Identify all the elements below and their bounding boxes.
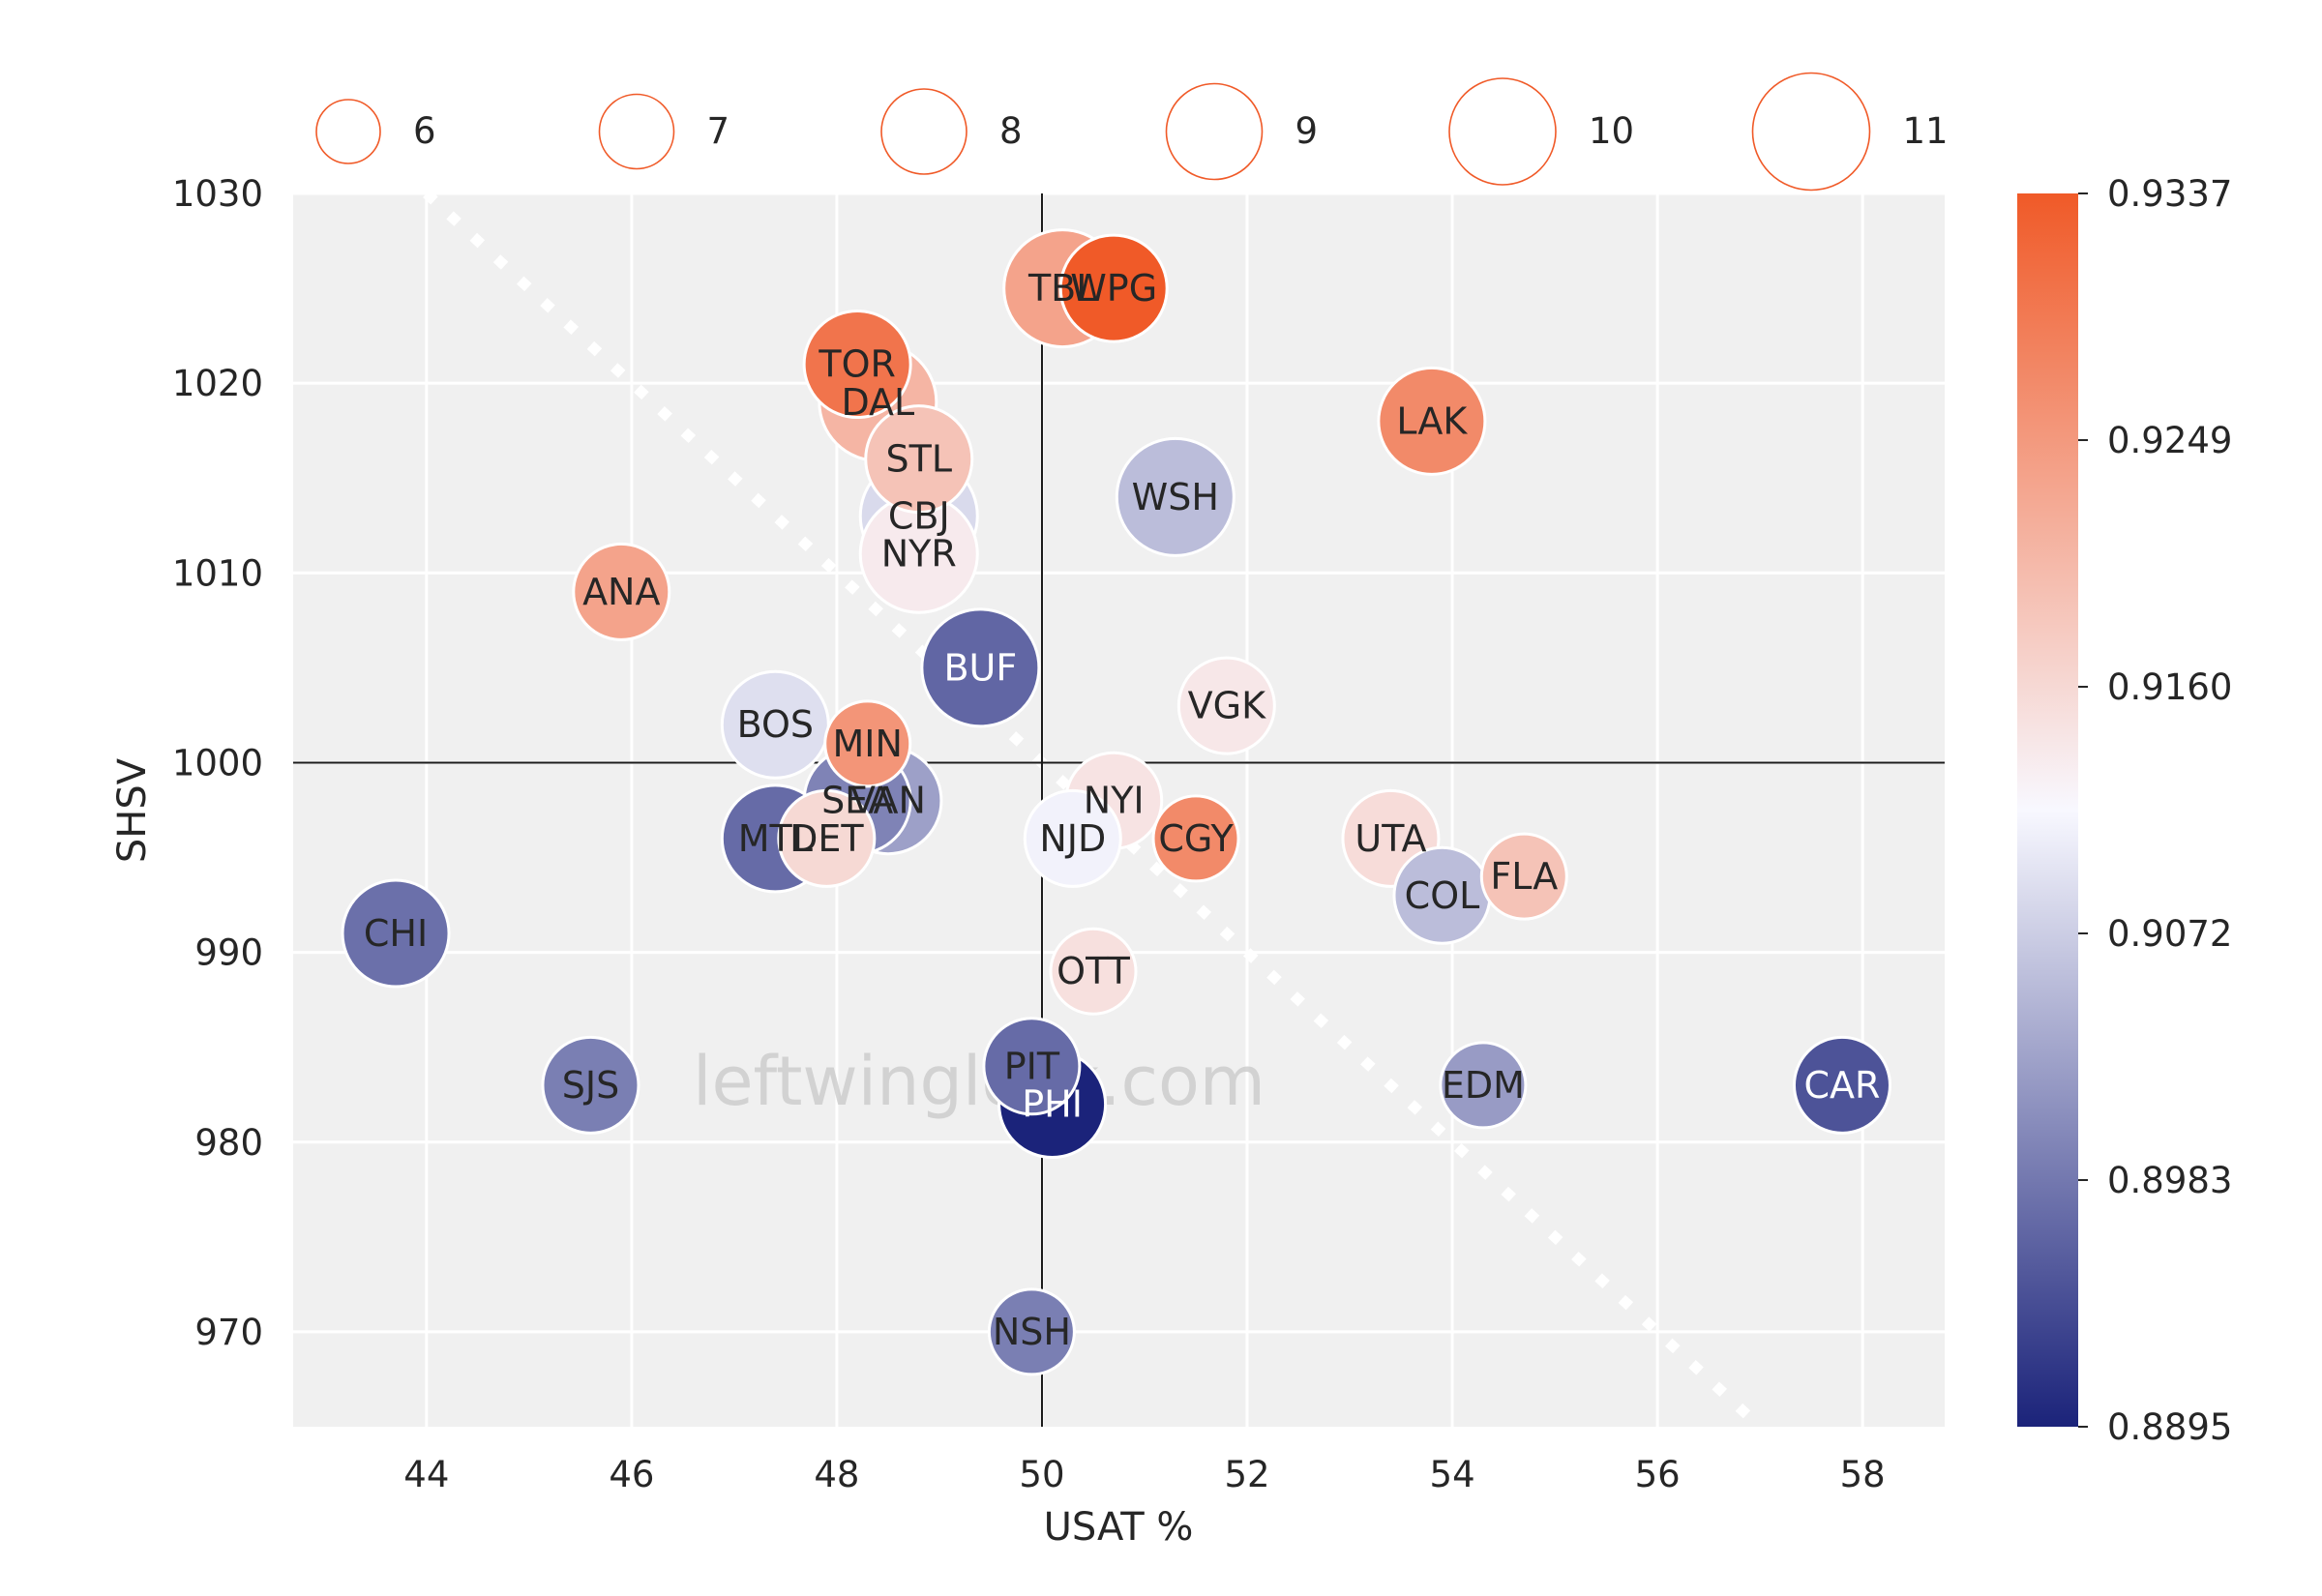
point-ott — [1049, 927, 1138, 1016]
size-legend-label: 9 — [1295, 110, 1319, 152]
label-bos: BOS — [737, 703, 814, 746]
x-tick-label: 50 — [1019, 1454, 1064, 1495]
label-cbj: CBJ — [888, 494, 950, 537]
point-nsh — [987, 1287, 1076, 1376]
y-tick-label: 1010 — [172, 552, 263, 594]
point-cgy — [1151, 794, 1240, 883]
y-axis-ticks: 970 980 990 1000 1010 1020 1030 — [172, 173, 263, 1353]
size-legend-marker — [1751, 72, 1871, 192]
x-tick-label: 44 — [403, 1454, 449, 1495]
size-legend-marker — [1165, 82, 1264, 181]
y-tick-label: 1030 — [172, 173, 263, 215]
x-tick-label: 46 — [609, 1454, 654, 1495]
label-njd: NJD — [1039, 817, 1106, 860]
y-tick-label: 1000 — [172, 742, 263, 783]
y-axis-title: SHSV — [110, 757, 155, 863]
watermark: leftwinglock.com — [693, 1042, 1265, 1121]
label-stl: STL — [885, 438, 952, 481]
label-tor: TOR — [818, 343, 896, 386]
point-ana — [572, 542, 671, 641]
point-stl — [864, 404, 974, 515]
x-tick-label: 56 — [1635, 1454, 1681, 1495]
size-legend-label: 6 — [413, 110, 436, 152]
x-axis-ticks: 44 46 48 50 52 54 56 58 — [403, 1454, 1885, 1495]
point-fla — [1479, 832, 1568, 921]
size-legend-marker — [1448, 77, 1557, 186]
label-edm: EDM — [1442, 1064, 1525, 1107]
colorbar-tick-label: 0.9249 — [2107, 420, 2232, 461]
colorbar-tick-label: 0.8983 — [2107, 1160, 2232, 1201]
data-points — [341, 228, 1891, 1376]
label-col: COL — [1405, 874, 1480, 917]
colorbar — [2017, 193, 2078, 1427]
label-mtl: MTL — [738, 817, 813, 860]
label-nsh: NSH — [993, 1311, 1071, 1353]
label-phi: PHI — [1022, 1083, 1083, 1126]
point-vgk — [1176, 656, 1276, 755]
size-legend-marker — [315, 99, 381, 164]
label-uta: UTA — [1354, 817, 1426, 860]
colorbar-ticks: 0.9337 0.9249 0.9160 0.9072 0.8983 0.8895 — [2078, 173, 2232, 1448]
point-edm — [1439, 1041, 1528, 1130]
colorbar-tick-label: 0.9072 — [2107, 913, 2232, 955]
size-legend-marker — [880, 88, 968, 175]
label-chi: CHI — [364, 912, 428, 955]
label-pit: PIT — [1004, 1045, 1060, 1087]
point-buf — [920, 607, 1041, 728]
point-chi — [341, 878, 451, 989]
colorbar-tick-label: 0.9160 — [2107, 666, 2232, 708]
x-tick-label: 48 — [814, 1454, 859, 1495]
label-nyr: NYR — [881, 533, 957, 576]
label-car: CAR — [1804, 1064, 1881, 1107]
label-fla: FLA — [1490, 855, 1558, 898]
label-lak: LAK — [1396, 399, 1468, 442]
label-sjs: SJS — [562, 1064, 619, 1107]
x-axis-title: USAT % — [1044, 1505, 1194, 1550]
point-car — [1792, 1035, 1891, 1135]
point-pit — [982, 1017, 1082, 1116]
point-tor — [802, 310, 912, 420]
label-tbl: TBL — [1027, 267, 1096, 310]
label-wpg: WPG — [1070, 267, 1157, 310]
label-buf: BUF — [943, 646, 1017, 689]
point-sjs — [541, 1035, 640, 1135]
size-legend-label: 10 — [1589, 110, 1634, 152]
point-min — [823, 699, 912, 788]
point-det — [777, 788, 877, 888]
point-lak — [1377, 366, 1487, 476]
label-dal: DAL — [841, 381, 914, 424]
label-ott: OTT — [1057, 950, 1130, 992]
label-min: MIN — [833, 723, 903, 765]
y-tick-label: 1020 — [172, 363, 263, 404]
y-tick-label: 990 — [194, 932, 263, 974]
label-vgk: VGK — [1188, 685, 1266, 727]
label-wsh: WSH — [1132, 476, 1219, 518]
label-sea: SEA — [821, 780, 893, 822]
x-tick-label: 52 — [1224, 1454, 1269, 1495]
size-legend-marker — [598, 93, 675, 170]
label-van: VAN — [850, 780, 926, 822]
colorbar-tick-label: 0.8895 — [2107, 1406, 2232, 1448]
size-legend-label: 8 — [999, 110, 1023, 152]
y-tick-label: 970 — [194, 1312, 263, 1353]
point-wpg — [1058, 233, 1169, 343]
label-nyi: NYI — [1084, 780, 1145, 822]
point-wsh — [1115, 436, 1235, 557]
size-legend-label: 11 — [1903, 110, 1949, 152]
label-ana: ANA — [582, 571, 660, 613]
size-legend-label: 7 — [707, 110, 730, 152]
x-tick-label: 54 — [1430, 1454, 1475, 1495]
y-tick-label: 980 — [194, 1122, 263, 1164]
x-tick-label: 58 — [1840, 1454, 1886, 1495]
size-legend: 6 7 8 9 10 11 — [315, 72, 1949, 192]
label-det: DET — [789, 817, 864, 860]
label-cgy: CGY — [1158, 817, 1234, 860]
colorbar-tick-label: 0.9337 — [2107, 173, 2232, 215]
point-njd — [1023, 788, 1122, 888]
